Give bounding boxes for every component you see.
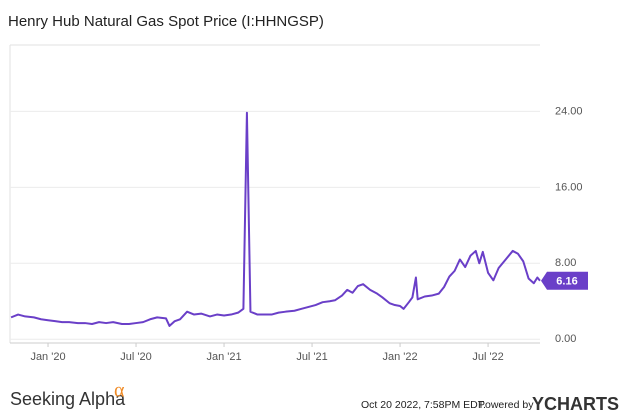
- last-value-badge: [541, 271, 588, 290]
- last-value-label: 6.16: [556, 276, 577, 288]
- y-tick-label: 24.00: [555, 105, 583, 117]
- brand: YCHARTS: [532, 394, 619, 414]
- alpha-symbol: α: [114, 380, 125, 402]
- y-tick-label: 0.00: [555, 333, 576, 345]
- y-tick-label: 8.00: [555, 257, 576, 269]
- powered-by: Powered by: [478, 399, 534, 411]
- y-tick-label: 16.00: [555, 181, 583, 193]
- x-tick-label: Jan '22: [382, 351, 417, 363]
- chart-title: Henry Hub Natural Gas Spot Price (I:HHNG…: [8, 13, 324, 30]
- x-tick-label: Jul '20: [120, 351, 151, 363]
- source-logo: Seeking Alpha: [10, 389, 126, 409]
- timestamp: Oct 20 2022, 7:58PM EDT.: [361, 399, 486, 411]
- x-tick-label: Jul '22: [472, 351, 503, 363]
- x-tick-label: Jan '20: [30, 351, 65, 363]
- x-tick-label: Jan '21: [206, 351, 241, 363]
- x-tick-label: Jul '21: [296, 351, 327, 363]
- series-line: [10, 111, 541, 327]
